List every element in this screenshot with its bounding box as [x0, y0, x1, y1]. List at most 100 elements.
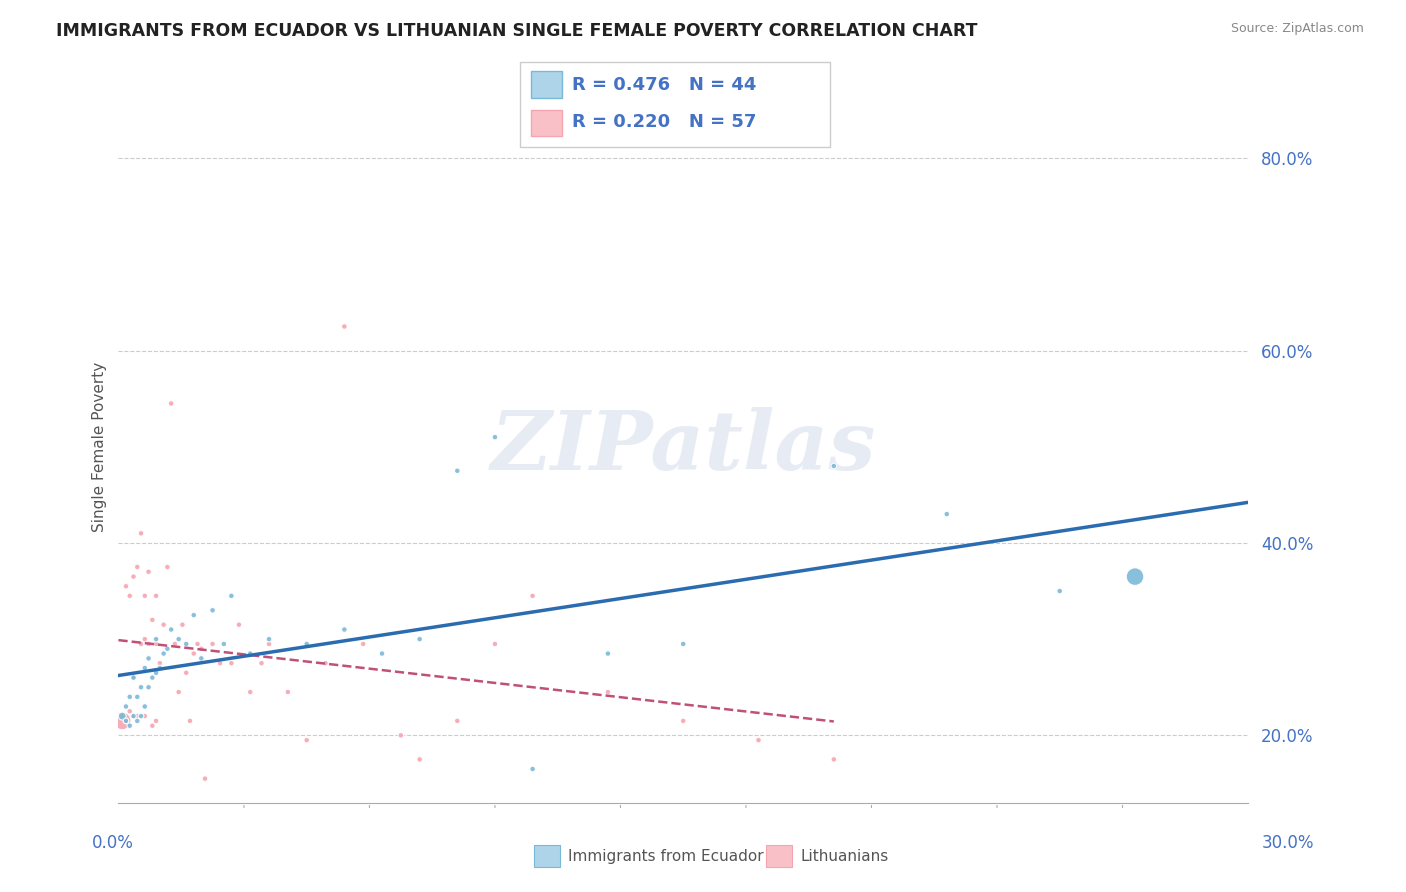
Point — [149, 656, 172, 670]
Text: Source: ZipAtlas.com: Source: ZipAtlas.com — [1230, 22, 1364, 36]
Point — [111, 714, 134, 728]
Point — [145, 632, 167, 647]
Text: 30.0%: 30.0% — [1263, 834, 1315, 852]
Point — [183, 647, 205, 661]
Point — [152, 647, 174, 661]
Point — [145, 714, 167, 728]
Point — [111, 709, 134, 723]
Text: Lithuanians: Lithuanians — [800, 849, 889, 863]
Point — [115, 699, 138, 714]
Point — [228, 617, 250, 632]
Point — [141, 671, 163, 685]
Point — [672, 714, 695, 728]
Point — [174, 665, 197, 680]
Point — [239, 685, 262, 699]
Point — [122, 709, 145, 723]
Point — [115, 714, 138, 728]
Point — [129, 709, 152, 723]
Point — [127, 709, 149, 723]
Point — [160, 623, 183, 637]
Point — [118, 719, 141, 733]
Point — [111, 709, 134, 723]
Point — [596, 647, 619, 661]
Point — [333, 319, 356, 334]
Text: ZIPatlas: ZIPatlas — [491, 407, 876, 487]
Point — [141, 613, 163, 627]
Point — [446, 714, 468, 728]
Point — [138, 565, 160, 579]
Point — [277, 685, 299, 699]
Point — [408, 752, 430, 766]
Point — [257, 632, 280, 647]
Point — [122, 671, 145, 685]
Point — [172, 617, 194, 632]
Point — [446, 464, 468, 478]
Point — [152, 617, 174, 632]
Point — [160, 396, 183, 410]
Point — [221, 656, 243, 670]
Point — [174, 637, 197, 651]
Point — [145, 589, 167, 603]
Point — [522, 589, 544, 603]
Point — [141, 719, 163, 733]
Point — [295, 733, 318, 747]
Point — [352, 637, 374, 651]
Point — [389, 728, 412, 742]
Point — [138, 637, 160, 651]
Point — [118, 704, 141, 718]
Point — [1123, 569, 1146, 583]
Point — [179, 714, 201, 728]
Point — [190, 651, 212, 665]
Text: R = 0.220   N = 57: R = 0.220 N = 57 — [572, 113, 756, 131]
Point — [257, 637, 280, 651]
Point — [134, 632, 156, 647]
Point — [239, 647, 262, 661]
Text: 0.0%: 0.0% — [91, 834, 134, 852]
Point — [115, 714, 138, 728]
Point — [747, 733, 769, 747]
Point — [167, 685, 190, 699]
Point — [484, 430, 506, 444]
Point — [201, 603, 224, 617]
Point — [134, 709, 156, 723]
Point — [122, 569, 145, 583]
Point — [134, 699, 156, 714]
Point — [183, 608, 205, 623]
Point — [145, 637, 167, 651]
Point — [823, 458, 845, 473]
Point — [194, 772, 217, 786]
Point — [134, 589, 156, 603]
Point — [221, 589, 243, 603]
Point — [201, 637, 224, 651]
Point — [408, 632, 430, 647]
Point — [118, 589, 141, 603]
Y-axis label: Single Female Poverty: Single Female Poverty — [93, 361, 107, 532]
Point — [209, 656, 232, 670]
Point — [190, 641, 212, 656]
Point — [138, 651, 160, 665]
Point — [122, 709, 145, 723]
Point — [129, 637, 152, 651]
Point — [163, 637, 186, 651]
Point — [115, 579, 138, 593]
Point — [823, 752, 845, 766]
Text: Immigrants from Ecuador: Immigrants from Ecuador — [568, 849, 763, 863]
Point — [522, 762, 544, 776]
Point — [250, 656, 273, 670]
Point — [935, 507, 957, 521]
Point — [118, 690, 141, 704]
Point — [156, 560, 179, 574]
Point — [134, 661, 156, 675]
Point — [156, 641, 179, 656]
Point — [212, 637, 235, 651]
Point — [129, 680, 152, 694]
Point — [672, 637, 695, 651]
Text: IMMIGRANTS FROM ECUADOR VS LITHUANIAN SINGLE FEMALE POVERTY CORRELATION CHART: IMMIGRANTS FROM ECUADOR VS LITHUANIAN SI… — [56, 22, 977, 40]
Point — [315, 656, 337, 670]
Point — [371, 647, 394, 661]
Point — [127, 690, 149, 704]
Point — [167, 632, 190, 647]
Point — [149, 661, 172, 675]
Point — [596, 685, 619, 699]
Point — [122, 671, 145, 685]
